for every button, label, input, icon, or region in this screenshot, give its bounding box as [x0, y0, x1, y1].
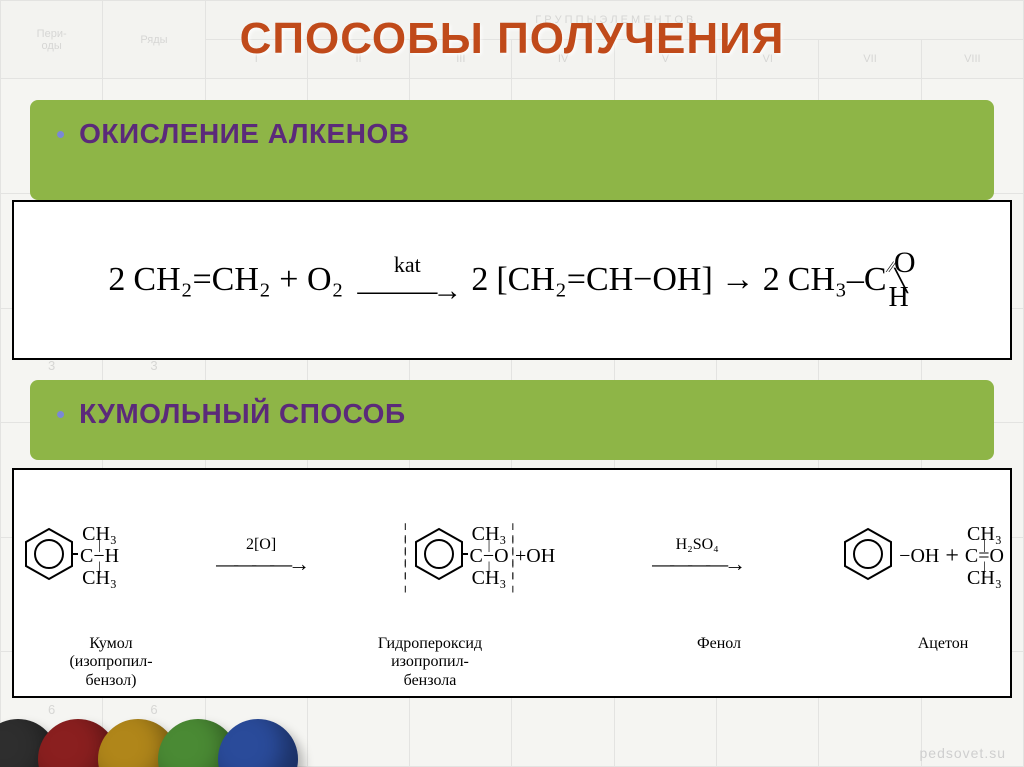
r1-lhs: CH₂=CH₂ + O₂: [133, 261, 343, 299]
bullet-icon: •: [56, 401, 65, 427]
r1-rhs-coef: 2: [763, 261, 780, 299]
acetone-molecule: CH₃ | C=O | CH₃: [965, 525, 1004, 589]
orb-icon: [218, 719, 298, 767]
section-1-heading: ОКИСЛЕНИЕ АЛКЕНОВ: [79, 118, 409, 150]
r1-aldehyde: CH₃–C ⁄⁄O ╲ H: [788, 250, 916, 310]
section-box-1: • ОКИСЛЕНИЕ АЛКЕНОВ: [30, 100, 994, 200]
hydroperoxide-molecule: ¦¦¦¦¦ CH₃ | C−O | CH₃ ¦¦¦¦¦ +OH: [403, 525, 555, 589]
r1-mid-coef: 2: [471, 261, 488, 299]
reaction-panel-1: 2 CH₂=CH₂ + O₂ kat ———→ 2 [CH₂=CH−OH] → …: [12, 200, 1012, 360]
plus-sign: +: [945, 543, 959, 570]
section-box-2: • КУМОЛЬНЫЙ СПОСОБ: [30, 380, 994, 460]
dash-bracket-left: ¦¦¦¦¦: [403, 526, 407, 586]
phenol-molecule: −OH + CH₃ | C=O | CH₃: [839, 525, 1004, 589]
cumene-molecule: CH₃ | C−H | CH₃: [20, 525, 119, 589]
benzene-ring-icon: [20, 525, 78, 588]
watermark: pedsovet.su: [920, 745, 1007, 761]
label-cumene: Кумол(изопропил-бензол): [26, 635, 196, 690]
benzene-ring-icon: [410, 525, 468, 588]
r1-arrow-2: →: [721, 261, 755, 299]
label-acetone: Ацетон: [888, 635, 998, 690]
benzene-ring-icon: [839, 525, 897, 588]
r2-arrow-2: H₂SO₄ ————→: [652, 536, 742, 577]
r2-arrow-1: 2[O] ————→: [216, 536, 306, 577]
r1-arrow-kat: kat ———→: [357, 252, 457, 308]
section-2-heading: КУМОЛЬНЫЙ СПОСОБ: [79, 398, 405, 430]
r1-mid: [CH₂=CH−OH]: [496, 261, 712, 299]
label-hydroperoxide: Гидропероксидизопропил-бензола: [310, 635, 550, 690]
reaction-panel-2: CH₃ | C−H | CH₃ 2[O] ————→ ¦¦¦¦¦: [12, 468, 1012, 698]
slide-title: СПОСОБЫ ПОЛУЧЕНИЯ: [0, 14, 1024, 64]
bullet-icon: •: [56, 121, 65, 147]
decorative-orbs: [0, 719, 278, 767]
r1-lhs-coef: 2: [108, 261, 125, 299]
label-phenol: Фенол: [664, 635, 774, 690]
